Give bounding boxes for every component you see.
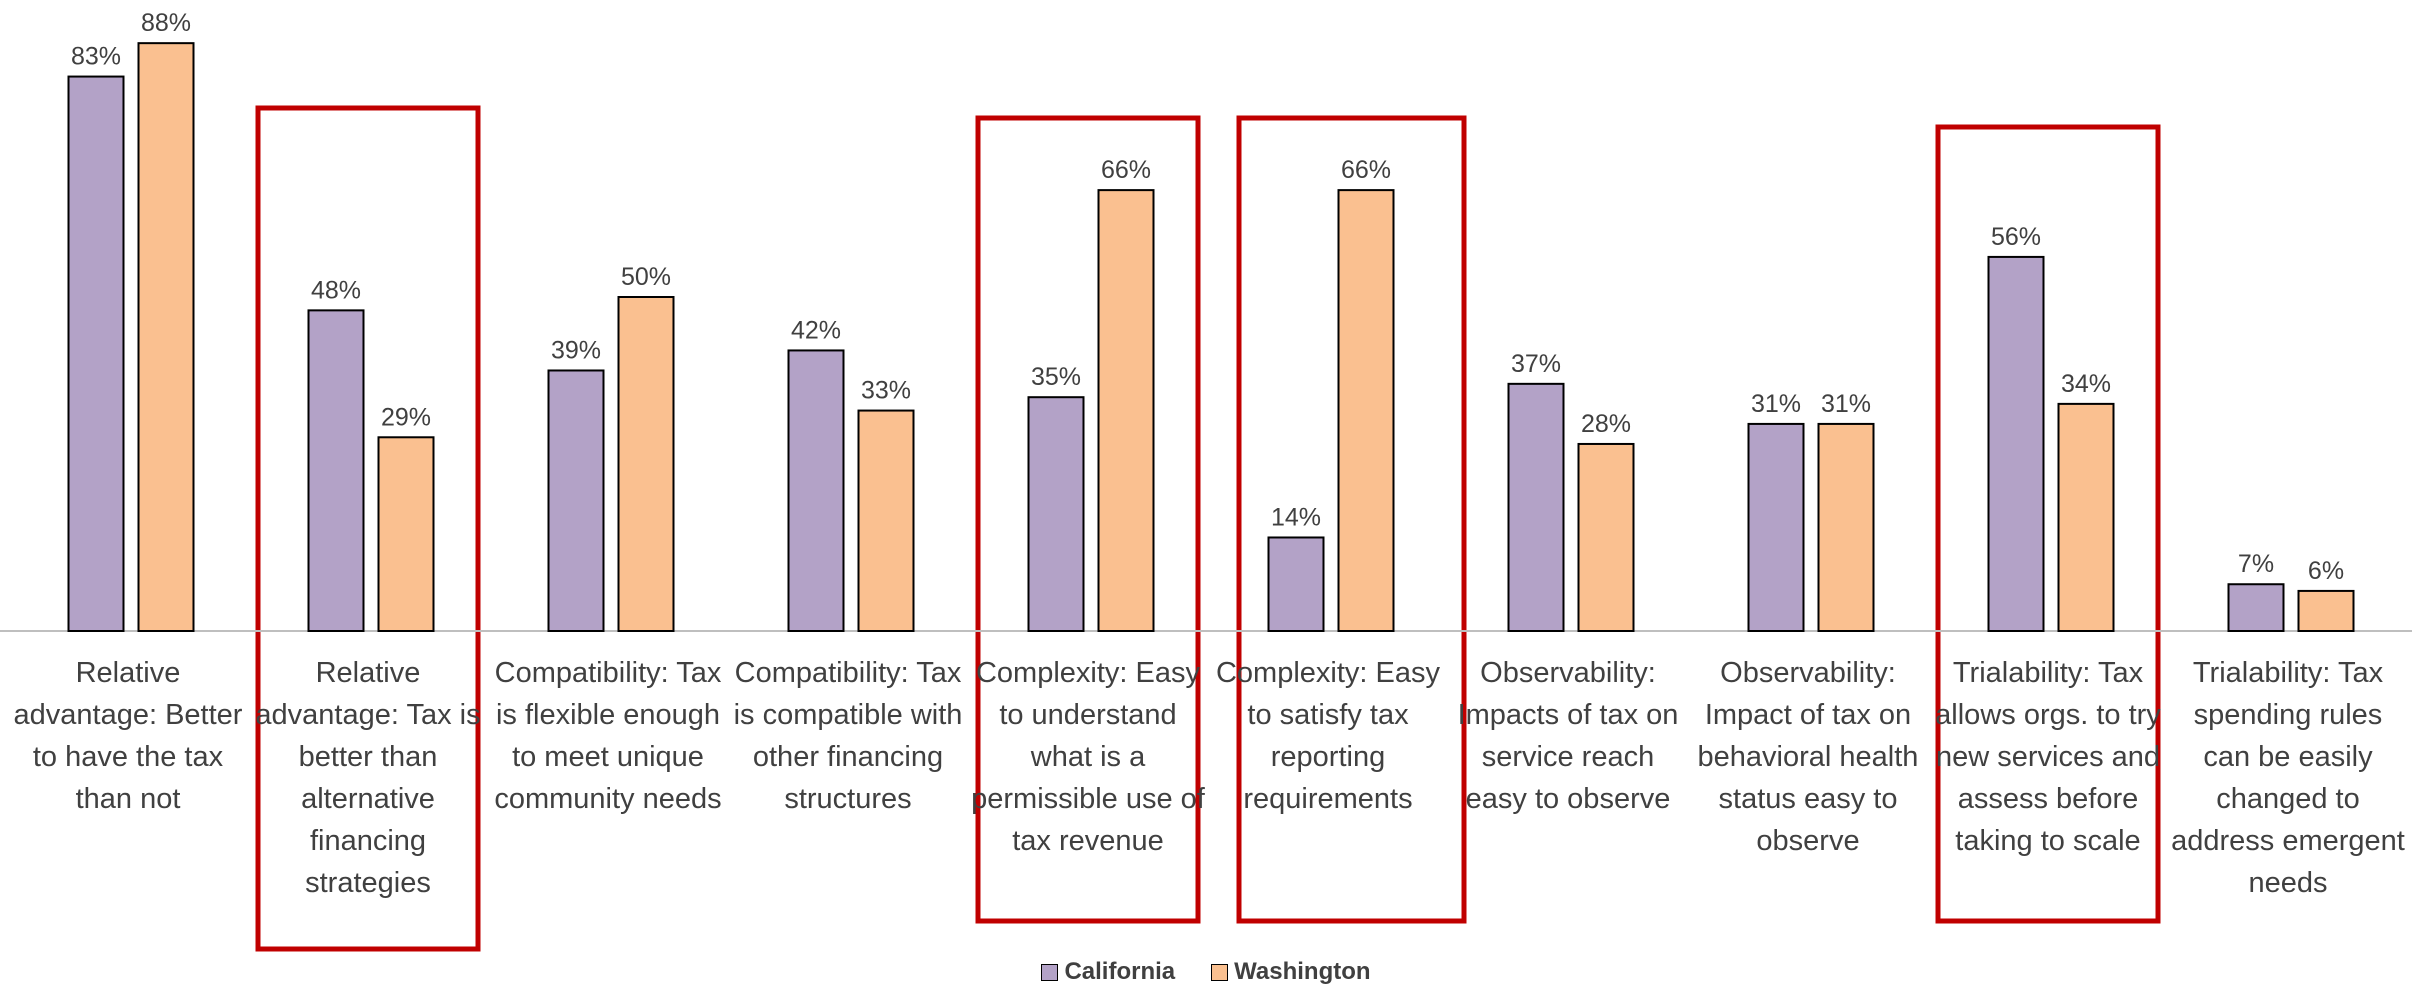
- data-label: 6%: [2308, 557, 2344, 585]
- highlight-box: [1935, 124, 2161, 924]
- legend-swatch: [1211, 963, 1229, 981]
- bar: [2297, 589, 2355, 632]
- x-tick-label: Observability: Impact of tax on behavior…: [1697, 657, 1919, 857]
- bar: [67, 75, 125, 632]
- bar: [1747, 422, 1805, 633]
- data-label: 31%: [1821, 390, 1871, 418]
- bar: [1987, 255, 2045, 632]
- bar: [307, 309, 365, 632]
- bar: [2227, 583, 2285, 632]
- data-label: 29%: [381, 403, 431, 431]
- bar: [1267, 536, 1325, 632]
- bar: [547, 369, 605, 632]
- bar: [137, 42, 195, 633]
- bar: [377, 436, 435, 632]
- x-tick-label: Trialability: Tax spending rules can be …: [2171, 657, 2405, 899]
- bar: [1337, 189, 1395, 632]
- data-label: 7%: [2238, 550, 2274, 578]
- bar: [617, 296, 675, 632]
- data-label: 56%: [1991, 223, 2041, 251]
- highlight-box: [1236, 115, 1467, 924]
- legend-label: California: [1064, 958, 1176, 985]
- bar: [1027, 396, 1085, 633]
- data-label: 42%: [791, 316, 841, 344]
- bar: [1817, 422, 1875, 633]
- highlight-box: [975, 115, 1201, 924]
- data-label: 31%: [1751, 390, 1801, 418]
- data-label: 66%: [1101, 156, 1151, 184]
- legend-item: California: [1041, 958, 1175, 986]
- bar: [2057, 402, 2115, 632]
- data-label: 14%: [1271, 503, 1321, 531]
- data-label: 48%: [311, 276, 361, 304]
- legend-label: Washington: [1234, 958, 1371, 985]
- data-label: 33%: [861, 377, 911, 405]
- data-label: 34%: [2061, 370, 2111, 398]
- legend: California Washington: [0, 958, 2412, 986]
- data-label: 66%: [1341, 156, 1391, 184]
- x-tick-label: Relative advantage: Tax is better than a…: [255, 657, 481, 899]
- highlight-box: [255, 105, 481, 952]
- x-tick-label: Trialability: Tax allows orgs. to try ne…: [1935, 657, 2161, 857]
- data-label: 88%: [141, 9, 191, 37]
- legend-swatch: [1041, 963, 1059, 981]
- bar: [1577, 442, 1635, 632]
- x-tick-label: Complexity: Easy to satisfy tax reportin…: [1215, 657, 1440, 815]
- data-label: 37%: [1511, 350, 1561, 378]
- data-label: 50%: [621, 263, 671, 291]
- legend-item: Washington: [1211, 958, 1371, 986]
- x-tick-label: Compatibility: Tax is compatible with ot…: [733, 657, 963, 815]
- x-tick-label: Observability: Impacts of tax on service…: [1457, 657, 1679, 815]
- x-tick-label: Compatibility: Tax is flexible enough to…: [494, 657, 722, 815]
- x-tick-label: Relative advantage: Better to have the t…: [13, 657, 243, 815]
- data-label: 39%: [551, 336, 601, 364]
- bar: [787, 349, 845, 632]
- bar: [1097, 189, 1155, 632]
- x-tick-label: Complexity: Easy to understand what is a…: [971, 657, 1205, 857]
- data-label: 28%: [1581, 410, 1631, 438]
- data-label: 35%: [1031, 363, 1081, 391]
- bar: [857, 409, 915, 632]
- bar: [1507, 382, 1565, 632]
- data-label: 83%: [71, 43, 121, 71]
